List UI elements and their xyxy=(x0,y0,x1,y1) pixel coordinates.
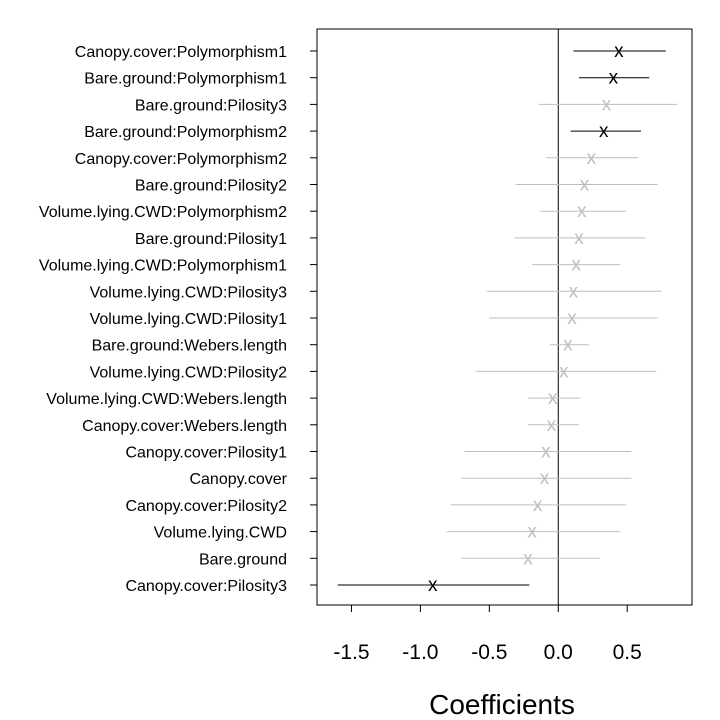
term-label: Volume.lying.CWD:Pilosity2 xyxy=(90,364,288,381)
coefficient-marker: x xyxy=(609,68,619,89)
term-label: Canopy.cover:Pilosity3 xyxy=(125,578,287,595)
x-tick-label: 0.5 xyxy=(613,641,642,664)
term-label: Bare.ground:Polymorphism1 xyxy=(84,71,287,88)
term-label: Canopy.cover:Pilosity1 xyxy=(125,445,287,462)
term-label: Bare.ground:Webers.length xyxy=(92,338,287,355)
term-label: Volume.lying.CWD:Polymorphism2 xyxy=(39,204,287,221)
coefficient-marker: x xyxy=(540,468,550,489)
coefficient-marker: x xyxy=(567,308,577,329)
coefficient-marker: x xyxy=(428,575,438,596)
coefficient-marker: x xyxy=(559,361,569,382)
x-tick-label: -0.5 xyxy=(471,641,507,664)
term-label: Volume.lying.CWD:Pilosity1 xyxy=(90,311,288,328)
term-labels: Canopy.cover:Polymorphism1 Bare.ground:Po… xyxy=(39,44,317,595)
coefficient-marker: x xyxy=(569,281,579,302)
coefficient-marker: x xyxy=(587,148,597,169)
confidence-intervals xyxy=(337,50,677,586)
coefficient-marker: x xyxy=(523,548,533,569)
coefficient-marker: x xyxy=(571,255,581,276)
coefficient-marker: x xyxy=(541,442,551,463)
x-tick-label: -1.0 xyxy=(402,641,438,664)
coefficient-marker: x xyxy=(563,335,573,356)
plot-frame xyxy=(316,28,693,606)
coefficient-marker: x xyxy=(599,121,609,142)
term-label: Bare.ground:Pilosity2 xyxy=(135,178,287,195)
coefficient-marker: x xyxy=(547,415,557,436)
coefficient-marker: x xyxy=(614,41,624,62)
coefficient-marker: x xyxy=(548,388,558,409)
coefficient-marker: x xyxy=(527,522,537,543)
coefficient-marker: x xyxy=(580,175,590,196)
coefficient-marker: x xyxy=(577,201,587,222)
term-label: Canopy.cover:Webers.length xyxy=(82,418,287,435)
term-label: Volume.lying.CWD:Webers.length xyxy=(46,391,287,408)
term-label: Bare.ground:Pilosity3 xyxy=(135,97,287,114)
x-tick-label: 0.0 xyxy=(544,641,573,664)
coefficient-marker: x xyxy=(602,94,612,115)
term-label: Bare.ground xyxy=(199,551,287,568)
term-label: Canopy.cover xyxy=(189,471,287,488)
term-label: Bare.ground:Polymorphism2 xyxy=(84,124,287,141)
term-label: Canopy.cover:Polymorphism1 xyxy=(75,44,287,61)
term-label: Canopy.cover:Pilosity2 xyxy=(125,498,287,515)
term-label: Volume.lying.CWD xyxy=(154,525,287,542)
x-tick-label: -1.5 xyxy=(333,641,369,664)
term-label: Volume.lying.CWD:Polymorphism1 xyxy=(39,258,287,275)
term-label: Volume.lying.CWD:Pilosity3 xyxy=(90,284,288,301)
coefficient-marker: x xyxy=(533,495,543,516)
x-axis-title: Coefficients xyxy=(429,689,575,720)
x-axis: -1.5 -1.0 -0.5 0.0 0.5 xyxy=(333,604,642,664)
term-label: Canopy.cover:Polymorphism2 xyxy=(75,151,287,168)
term-label: Bare.ground:Pilosity1 xyxy=(135,231,287,248)
coefficient-marker: x xyxy=(574,228,584,249)
